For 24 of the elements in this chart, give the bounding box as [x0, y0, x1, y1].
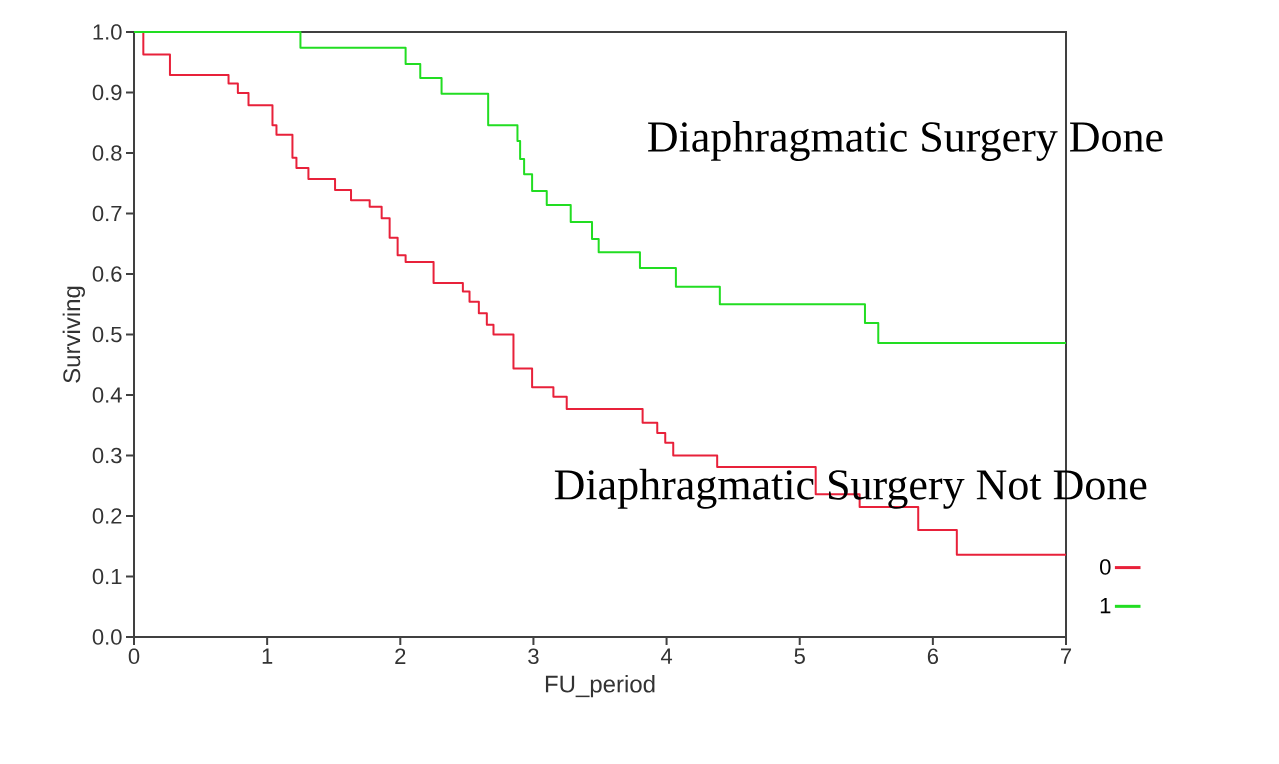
x-tick-label: 3 [528, 648, 539, 665]
x-axis-title: FU_period [545, 674, 655, 698]
y-axis-title: Surviving [62, 286, 86, 383]
x-tick-label: 0 [128, 648, 140, 665]
y-tick-label: 0.2 [92, 508, 122, 524]
legend-label: 1 [1100, 598, 1111, 614]
y-tick-label: 0.9 [92, 84, 122, 101]
x-tick-label: 6 [927, 648, 939, 665]
x-tick-label: 4 [660, 648, 673, 664]
y-tick-label: 0.0 [92, 629, 122, 645]
y-tick-label: 0.6 [92, 266, 122, 282]
y-tick-label: 0.8 [92, 145, 122, 161]
y-tick-label: 0.7 [92, 205, 122, 222]
x-tick-label: 7 [1061, 648, 1072, 664]
x-tick-label: 1 [262, 648, 273, 664]
y-tick-label: 0.5 [92, 326, 122, 343]
annotation: Diaphragmatic Surgery Done [648, 120, 1163, 161]
x-tick-label: 2 [395, 648, 406, 664]
x-tick-label: 5 [794, 648, 805, 664]
y-tick-label: 0.3 [92, 447, 122, 464]
legend-label: 0 [1100, 559, 1111, 575]
y-tick-label: 1.0 [93, 24, 122, 40]
y-tick-label: 0.1 [92, 568, 122, 585]
y-tick-label: 0.4 [92, 387, 122, 403]
